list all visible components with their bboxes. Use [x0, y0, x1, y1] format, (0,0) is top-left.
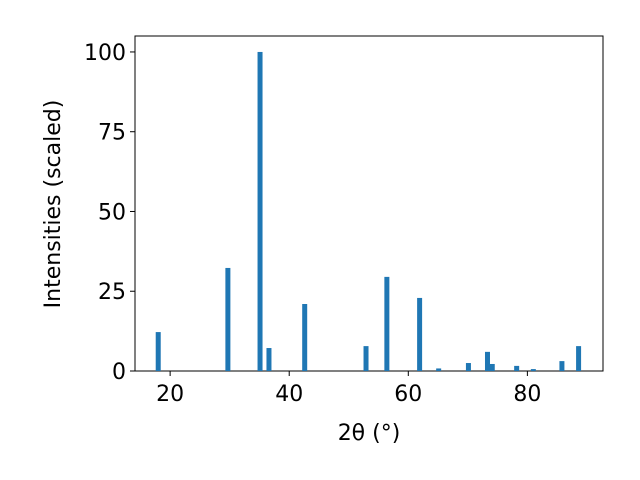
bar — [225, 267, 231, 371]
plot-frame — [134, 35, 604, 372]
bar — [266, 348, 272, 371]
y-tick-label: 25 — [98, 280, 126, 305]
bar — [302, 304, 308, 371]
bar — [465, 363, 471, 371]
y-axis-label: Intensities (scaled) — [41, 100, 66, 309]
bar — [530, 369, 536, 371]
x-tick-label: 20 — [156, 382, 184, 407]
bar — [576, 346, 582, 371]
bar — [257, 51, 263, 371]
y-tick-label: 75 — [98, 121, 126, 146]
bar — [384, 276, 390, 371]
x-axis-label: 2θ (°) — [338, 421, 401, 446]
bar — [436, 368, 442, 371]
bar — [484, 351, 490, 371]
y-tick-label: 50 — [98, 200, 126, 225]
x-tick-label: 80 — [513, 382, 541, 407]
x-tick-label: 60 — [394, 382, 422, 407]
bar — [514, 365, 520, 371]
bar — [489, 363, 495, 371]
x-tick-label: 40 — [275, 382, 303, 407]
y-tick-label: 0 — [112, 360, 126, 385]
y-tick-label: 100 — [84, 41, 126, 66]
bar — [417, 297, 423, 371]
bar — [559, 361, 565, 371]
bar — [155, 332, 161, 371]
bar — [363, 346, 369, 371]
